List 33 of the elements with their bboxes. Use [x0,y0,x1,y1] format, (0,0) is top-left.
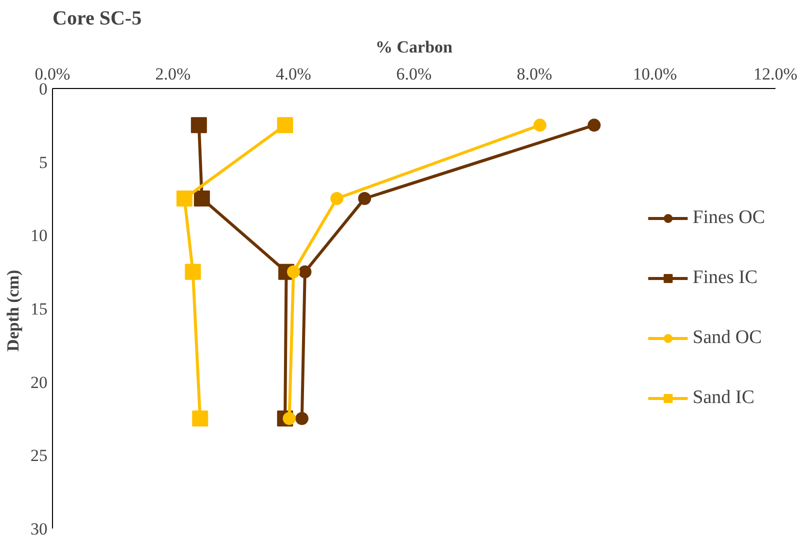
point [295,412,308,425]
y-tick-label: 5 [39,152,48,172]
legend-label: Sand OC [692,327,762,349]
point [330,192,344,205]
y-tick-label: 30 [30,520,48,538]
x-tick-label: 4.0% [276,64,312,84]
chart-title: Core SC-5 [52,8,142,30]
point [358,192,372,205]
point [194,190,210,206]
legend-label: Sand IC [692,387,754,409]
legend-label: Fines OC [692,207,765,229]
x-tick-label: 2.0% [155,64,191,84]
x-axis-title: % Carbon [376,38,454,56]
legend-label: Fines IC [692,267,758,289]
x-tick-label: 8.0% [516,64,552,84]
point [298,265,312,278]
x-tick-label: 10.0% [633,64,677,84]
point [287,265,300,278]
y-tick-label: 10 [30,226,48,246]
point [190,117,207,134]
point [184,264,201,280]
x-tick-label: 6.0% [396,64,432,84]
point [192,410,208,426]
point [588,118,601,132]
point [176,190,192,206]
y-axis-title: Depth (cm) [4,270,22,352]
y-tick-label: 20 [30,372,48,392]
x-tick-label: 12.0% [754,64,798,84]
point [277,117,294,134]
y-tick-label: 15 [30,300,48,318]
y-tick-label: 25 [30,446,48,466]
point [282,412,296,425]
point [533,118,546,132]
